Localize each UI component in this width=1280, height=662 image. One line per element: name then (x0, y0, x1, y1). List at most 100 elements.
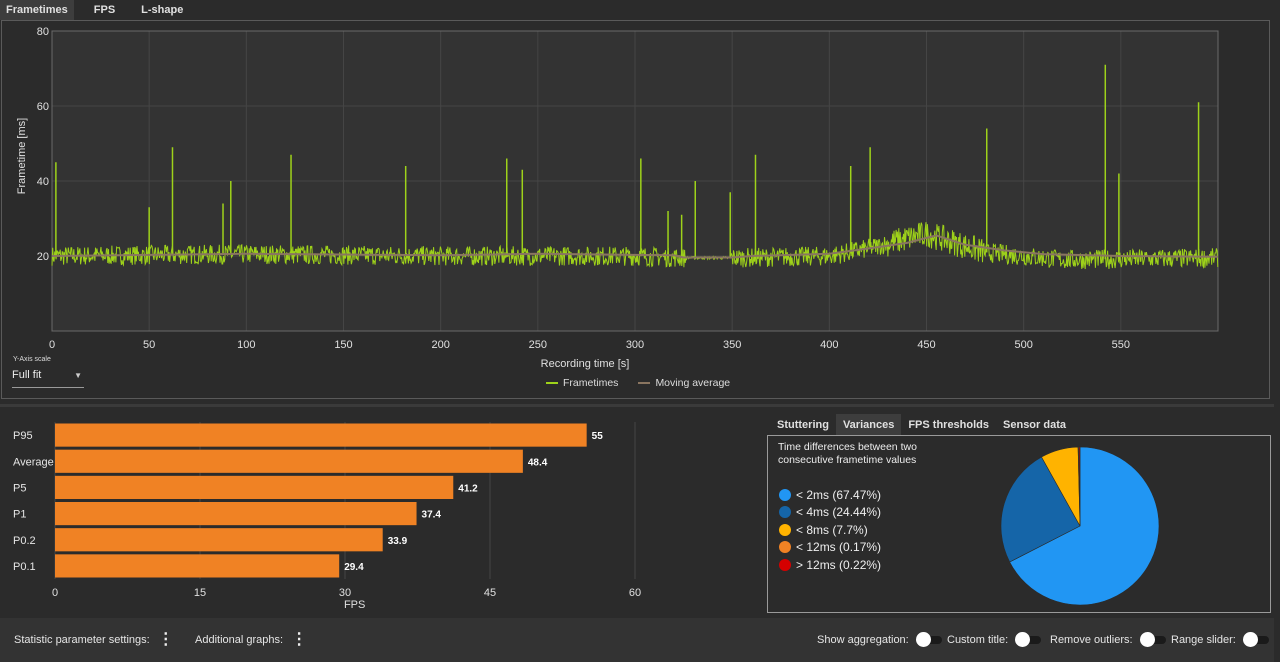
x-tick-label: 500 (1014, 339, 1032, 351)
panel-divider (0, 404, 1274, 407)
tab-fps-thresholds[interactable]: FPS thresholds (908, 419, 990, 431)
bar-p1 (55, 502, 417, 526)
legend-item-lt8ms: < 8ms (7.7%) (779, 521, 881, 539)
x-tick-label: 15 (194, 587, 206, 599)
pie-slice-4 (1078, 446, 1081, 527)
show-aggregation-toggle[interactable] (915, 632, 944, 647)
x-tick-label: 150 (334, 339, 352, 351)
additional-graphs-label: Additional graphs: (195, 634, 284, 646)
value-label: 33.9 (388, 536, 408, 547)
custom-title-label: Custom title: (947, 634, 1009, 646)
custom-title-toggle[interactable] (1015, 632, 1043, 647)
x-axis-title: FPS (344, 599, 365, 611)
statistic-settings-label: Statistic parameter settings: (14, 634, 150, 646)
x-tick-label: 0 (49, 339, 55, 351)
tab-fps[interactable]: FPS (93, 4, 116, 16)
custom-title: Custom title: (947, 618, 1043, 662)
variances-pie-chart (1000, 446, 1160, 606)
x-tick-label: 300 (626, 339, 644, 351)
y-axis-scale-value: Full fit (12, 369, 42, 381)
tab-frametimes[interactable]: Frametimes (0, 0, 74, 20)
additional-graphs: Additional graphs: ⋮ (195, 618, 307, 662)
x-tick-label: 400 (820, 339, 838, 351)
fps-bar-chart: 0 15 30 45 60 FPS P95 55 Average 48.4 P5 41.2 P1 37.4… (13, 422, 641, 611)
legend-item-lt4ms: < 4ms (24.44%) (779, 504, 881, 522)
x-tick-label: 550 (1112, 339, 1130, 351)
x-tick-label: 200 (431, 339, 449, 351)
category-label: P1 (13, 509, 26, 521)
legend-item-gt12ms: > 12ms (0.22%) (779, 556, 881, 574)
category-label: P0.1 (13, 561, 36, 573)
y-axis-scale-select[interactable]: Full fit ▼ (12, 369, 84, 388)
bar-p95 (55, 423, 587, 447)
range-slider-label: Range slider: (1171, 634, 1236, 646)
top-tab-bar: Frametimes FPS L-shape (0, 0, 204, 20)
x-tick-label: 0 (52, 587, 58, 599)
range-slider-toggle[interactable] (1242, 632, 1271, 647)
bottom-settings-bar: Statistic parameter settings: ⋮ Addition… (0, 618, 1274, 662)
series-moving-average-line (51, 234, 1219, 259)
range-slider: Range slider: (1171, 618, 1271, 662)
tab-variances[interactable]: Variances (835, 414, 902, 435)
remove-outliers-label: Remove outliers: (1050, 634, 1133, 646)
y-axis-title: Frametime [ms] (16, 118, 28, 194)
value-label: 29.4 (344, 562, 364, 573)
variances-panel: Time differences between two consecutive… (767, 435, 1271, 613)
value-label: 48.4 (528, 457, 548, 468)
pie-slice-1 (1000, 456, 1081, 563)
legend-item-frametimes[interactable]: Frametimes (546, 377, 618, 389)
legend-dot-lt2ms (779, 488, 791, 501)
legend-dot-lt12ms (779, 541, 791, 554)
plot-border (51, 30, 1219, 332)
chevron-down-icon: ▼ (74, 371, 82, 380)
bar-p5 (55, 475, 454, 499)
y-axis-scale-label: Y-Axis scale (13, 356, 51, 363)
x-tick-label: 250 (529, 339, 547, 351)
category-label: P5 (13, 482, 26, 494)
x-tick-label: 45 (484, 587, 496, 599)
frametime-legend: Frametimes Moving average (546, 377, 750, 389)
variances-legend: < 2ms (67.47%) < 4ms (24.44%) < 8ms (7.7… (779, 486, 881, 574)
x-tick-label: 100 (237, 339, 255, 351)
legend-item-lt2ms: < 2ms (67.47%) (779, 486, 881, 504)
legend-label-moving-average: Moving average (655, 377, 731, 389)
statistic-settings: Statistic parameter settings: ⋮ (14, 618, 174, 662)
legend-dot-lt8ms (779, 523, 791, 536)
category-label: P0.2 (13, 535, 36, 547)
legend-label-lt8ms: < 8ms (7.7%) (796, 522, 868, 537)
tab-stuttering[interactable]: Stuttering (777, 419, 829, 431)
value-label: 41.2 (458, 483, 478, 494)
legend-swatch-moving-average (638, 382, 651, 384)
bar-average (55, 449, 523, 473)
bar-p0-1 (55, 554, 340, 578)
additional-graphs-menu-icon[interactable]: ⋮ (291, 631, 308, 648)
x-tick-label: 450 (917, 339, 935, 351)
legend-item-moving-average[interactable]: Moving average (638, 377, 730, 389)
statistic-settings-menu-icon[interactable]: ⋮ (157, 631, 174, 648)
legend-dot-gt12ms (779, 558, 791, 571)
category-label: Average (13, 456, 54, 468)
tab-l-shape[interactable]: L-shape (141, 4, 184, 16)
series-frametimes-line (51, 222, 1219, 270)
legend-dot-lt4ms (779, 506, 791, 519)
remove-outliers: Remove outliers: (1050, 618, 1168, 662)
tab-sensor-data[interactable]: Sensor data (1003, 419, 1066, 431)
pie-slice-0 (1009, 446, 1160, 606)
bar-p0-2 (55, 528, 383, 552)
show-aggregation-label: Show aggregation: (817, 634, 909, 646)
legend-label-lt12ms: < 12ms (0.17%) (796, 540, 882, 555)
right-tab-bar: Stuttering Variances FPS thresholds Sens… (770, 414, 1073, 435)
legend-label-lt4ms: < 4ms (24.44%) (796, 505, 882, 520)
x-axis-title: Recording time [s] (541, 358, 630, 370)
x-tick-label: 350 (723, 339, 741, 351)
legend-label-gt12ms: > 12ms (0.22%) (796, 557, 882, 572)
y-tick-label: 40 (37, 176, 49, 188)
x-tick-label: 60 (629, 587, 641, 599)
legend-item-lt12ms: < 12ms (0.17%) (779, 539, 881, 557)
remove-outliers-toggle[interactable] (1139, 632, 1168, 647)
category-label: P95 (13, 430, 33, 442)
legend-swatch-frametimes (546, 382, 558, 384)
x-tick-label: 30 (339, 587, 351, 599)
frametime-chart: 0 50 100 150 200 250 300 350 400 450 500 550 20 40 60 8… (16, 26, 1219, 370)
value-label: 37.4 (422, 510, 442, 521)
